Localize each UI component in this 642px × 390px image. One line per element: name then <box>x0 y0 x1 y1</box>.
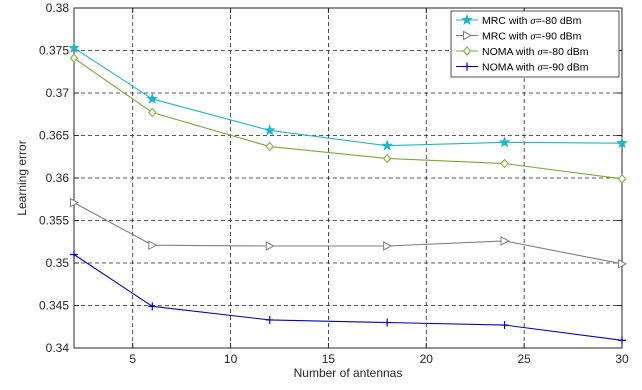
data-point <box>263 124 276 136</box>
legend-item: NOMA with σ=-80 dBm <box>456 46 589 58</box>
legend-label: MRC with σ=-90 dBm <box>482 31 582 43</box>
data-point <box>498 136 511 148</box>
legend-label-prefix: NOMA with <box>482 62 537 74</box>
legend-label-symbol: σ <box>537 63 543 74</box>
legend-item: NOMA with σ=-90 dBm <box>456 62 589 74</box>
legend-label-suffix: =-80 dBm <box>536 15 582 27</box>
legend-marker <box>461 13 473 25</box>
legend-label-prefix: NOMA with <box>482 46 537 58</box>
data-point <box>618 336 626 345</box>
y-axis-label: Learning error <box>15 140 29 215</box>
series-1 <box>70 197 628 269</box>
data-point <box>382 153 392 164</box>
x-tick-label: 10 <box>224 352 238 366</box>
legend-label: MRC with σ=-80 dBm <box>482 15 582 27</box>
data-point <box>265 315 274 324</box>
legend-marker <box>463 30 473 41</box>
legend-marker <box>463 62 471 71</box>
legend-item: MRC with σ=-80 dBm <box>456 13 582 27</box>
data-point <box>70 250 78 259</box>
legend-label-symbol: σ <box>530 32 536 43</box>
data-point <box>500 236 510 246</box>
x-tick-label: 30 <box>615 352 629 366</box>
series-line-3 <box>73 254 623 341</box>
legend-label-suffix: =-80 dBm <box>543 46 589 58</box>
legend-label: NOMA with σ=-90 dBm <box>482 62 589 74</box>
data-point <box>500 158 509 169</box>
axis-ticks: 5 10 15 20 25 30 0.34 0.345 0.35 0.355 0.36 0.365 0.… <box>39 1 629 366</box>
data-point <box>148 302 157 311</box>
legend-label-prefix: MRC with <box>482 15 530 27</box>
series-line-2 <box>73 57 623 180</box>
y-tick-label: 0.34 <box>46 341 70 355</box>
y-tick-label: 0.37 <box>46 86 70 100</box>
x-tick-label: 25 <box>517 352 531 366</box>
x-tick-label: 5 <box>129 352 136 366</box>
y-tick-label: 0.355 <box>39 214 69 228</box>
x-tick-label: 15 <box>322 352 336 366</box>
legend-item: MRC with σ=-90 dBm <box>456 31 582 43</box>
legend-label-symbol: σ <box>537 47 543 58</box>
data-point <box>383 318 392 327</box>
y-tick-label: 0.375 <box>39 44 69 58</box>
data-point <box>500 321 509 330</box>
series-0 <box>68 41 628 151</box>
y-tick-label: 0.365 <box>39 129 69 143</box>
series-line-0 <box>73 47 623 147</box>
y-tick-label: 0.35 <box>46 256 70 270</box>
data-point <box>265 141 274 152</box>
legend-label-symbol: σ <box>530 16 536 27</box>
data-point <box>617 174 627 184</box>
data-point <box>146 92 159 104</box>
series-3 <box>70 250 626 345</box>
legend-label-prefix: MRC with <box>482 31 530 43</box>
series-line-1 <box>73 202 623 265</box>
y-tick-label: 0.36 <box>46 171 70 185</box>
legend-marker <box>462 46 472 56</box>
data-point <box>265 241 275 251</box>
data-point <box>148 107 157 118</box>
legend-label-suffix: =-90 dBm <box>543 62 589 74</box>
data-point <box>148 240 158 250</box>
legend-box <box>450 10 620 78</box>
data-point <box>383 241 393 251</box>
data-point <box>618 259 628 269</box>
legend-label-suffix: =-90 dBm <box>536 31 582 43</box>
x-axis-label: Number of antennas <box>294 366 403 380</box>
series-2 <box>69 53 627 184</box>
y-tick-label: 0.345 <box>39 299 69 313</box>
y-tick-label: 0.38 <box>46 1 70 15</box>
x-tick-label: 20 <box>420 352 434 366</box>
data-point <box>381 139 393 151</box>
data-point <box>616 137 628 149</box>
data-point <box>70 197 80 208</box>
data-point <box>68 41 80 53</box>
data-point <box>69 53 79 63</box>
legend-label: NOMA with σ=-80 dBm <box>482 46 589 58</box>
series-layer <box>68 41 628 345</box>
